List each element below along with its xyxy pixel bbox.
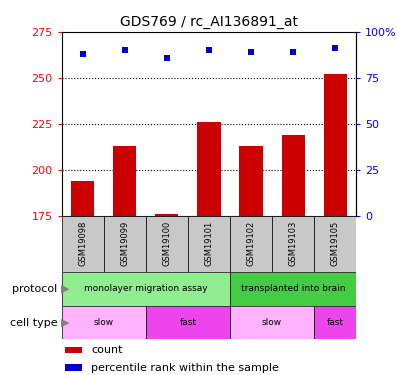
Bar [146,216,188,272]
Bar [197,122,220,216]
Text: slow: slow [94,318,114,327]
Bar [240,146,263,216]
Text: percentile rank within the sample: percentile rank within the sample [91,363,279,372]
Bar [64,346,82,353]
Text: cell type: cell type [10,318,58,327]
Text: transplanted into brain: transplanted into brain [241,284,345,293]
Bar [324,74,347,216]
Point [290,49,296,55]
Text: ▶: ▶ [61,284,69,294]
Text: GSM19105: GSM19105 [331,221,339,266]
Text: fast: fast [327,318,343,327]
Text: fast: fast [179,318,196,327]
Text: monolayer migration assay: monolayer migration assay [84,284,208,293]
Bar [113,146,137,216]
Point [164,55,170,61]
Title: GDS769 / rc_AI136891_at: GDS769 / rc_AI136891_at [120,15,298,30]
Text: GSM19103: GSM19103 [289,221,298,266]
Point [206,47,212,53]
Bar [71,181,94,216]
Bar [314,216,356,272]
Bar [272,216,314,272]
Text: slow: slow [262,318,282,327]
Bar [104,216,146,272]
Bar [230,306,314,339]
Bar [62,306,146,339]
Text: GSM19102: GSM19102 [246,221,256,266]
Bar [62,216,104,272]
Bar [281,135,305,216]
Point [122,47,128,53]
Bar [314,306,356,339]
Text: GSM19101: GSM19101 [205,221,213,266]
Bar [188,216,230,272]
Bar [230,216,272,272]
Bar [146,306,230,339]
Text: count: count [91,345,123,355]
Text: ▶: ▶ [61,318,69,327]
Point [332,45,338,51]
Bar [230,272,356,306]
Text: GSM19098: GSM19098 [78,221,87,266]
Bar [64,364,82,371]
Bar [62,272,230,306]
Text: GSM19099: GSM19099 [120,221,129,266]
Point [80,51,86,57]
Text: protocol: protocol [12,284,58,294]
Text: GSM19100: GSM19100 [162,221,172,266]
Bar [155,214,178,216]
Point [248,49,254,55]
